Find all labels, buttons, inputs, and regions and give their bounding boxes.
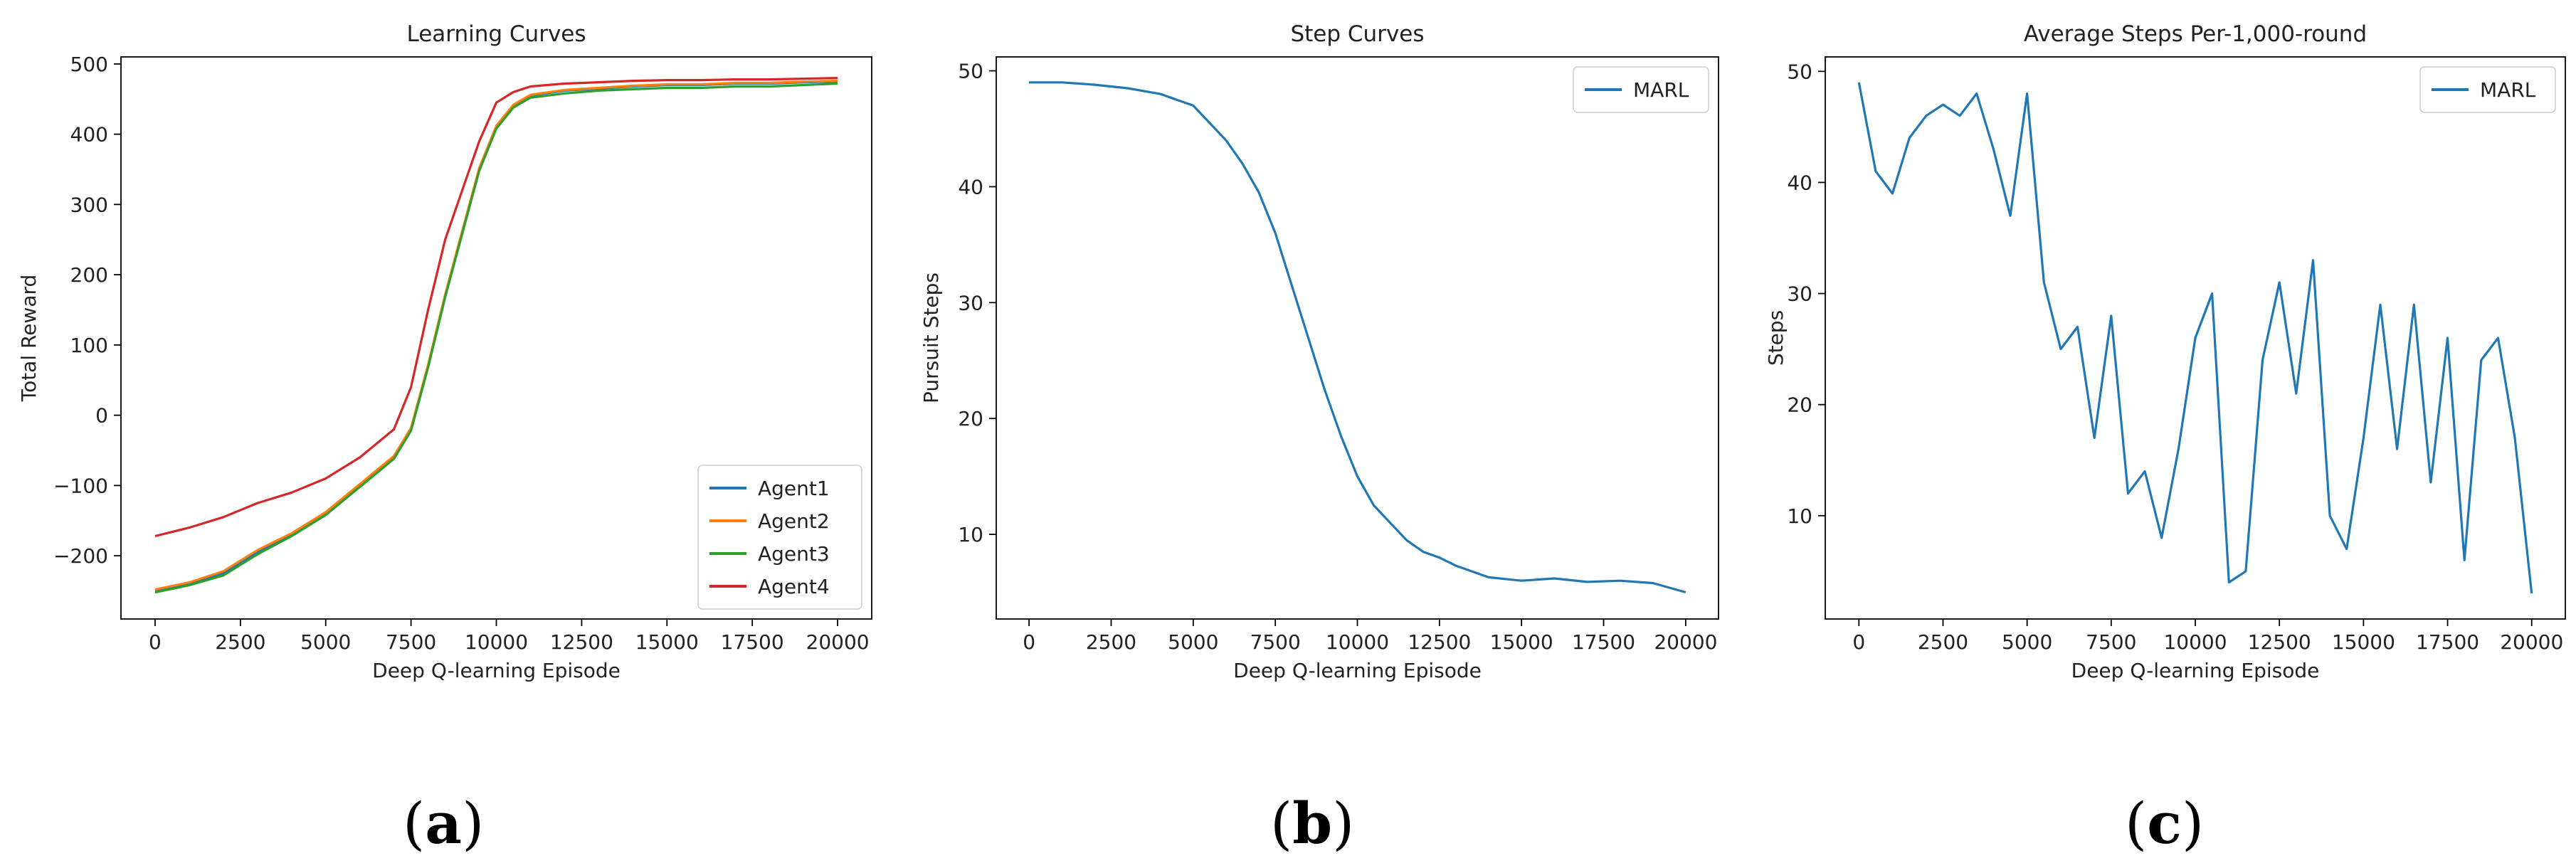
- y-tick-label: 300: [70, 193, 108, 216]
- chart-title: Step Curves: [1290, 21, 1424, 47]
- y-tick-label: 10: [958, 523, 983, 546]
- legend-label: MARL: [1633, 78, 1689, 102]
- x-tick-label: 20000: [2500, 630, 2563, 654]
- x-tick-label: 17500: [1572, 630, 1635, 654]
- x-tick-label: 0: [149, 630, 162, 654]
- x-axis-label: Deep Q-learning Episode: [1233, 659, 1482, 682]
- y-tick-label: 50: [1787, 60, 1812, 83]
- legend-box: [697, 465, 862, 610]
- legend: MARL: [2419, 66, 2556, 113]
- x-tick-label: 2500: [1918, 630, 1968, 654]
- x-tick-label: 20000: [1654, 630, 1717, 654]
- legend: Agent1 Agent2 Agent3 Agent4: [697, 465, 862, 610]
- y-tick-label: 200: [70, 263, 108, 287]
- x-tick-label: 15000: [1490, 630, 1553, 654]
- panel-label-b: (b): [1270, 790, 1355, 857]
- legend-label: Agent3: [758, 542, 830, 566]
- legend-box: [1573, 66, 1709, 113]
- x-tick-label: 2500: [215, 630, 265, 654]
- y-tick-label: 40: [958, 175, 983, 199]
- y-tick-label: 30: [1787, 282, 1812, 306]
- y-tick-label: 40: [1787, 171, 1812, 194]
- y-axis-label: Total Reward: [17, 275, 41, 403]
- average-steps-panel: Average Steps Per-1,000-round 0 2500 5000 75…: [1729, 0, 2576, 868]
- x-tick-label: 2500: [1086, 630, 1136, 654]
- x-tick-label: 7500: [386, 630, 436, 654]
- y-tick-label: 400: [70, 123, 108, 147]
- y-tick-label: 100: [70, 334, 108, 357]
- series-line-marl: [1029, 81, 1686, 594]
- x-tick-label: 12500: [1408, 630, 1471, 654]
- x-tick-label: 7500: [1250, 630, 1301, 654]
- x-axis-label: Deep Q-learning Episode: [2071, 659, 2320, 682]
- x-tick-label: 15000: [2332, 630, 2395, 654]
- x-axis-label: Deep Q-learning Episode: [372, 659, 621, 682]
- x-tick-label: 15000: [635, 630, 699, 654]
- x-tick-label: 7500: [2086, 630, 2136, 654]
- step-curves-panel: Step Curves 0 2500 5000 7500 10000 12500 15000 1…: [882, 0, 1729, 868]
- legend-label: Agent4: [758, 575, 830, 598]
- y-axis-label: Steps: [1764, 310, 1788, 366]
- learning-curves-panel: Learning Curves 0 2500 5000 7500 10000 12500 15…: [0, 0, 882, 868]
- y-tick-label: 500: [70, 53, 108, 76]
- x-tick-label: 5000: [2002, 630, 2052, 654]
- y-tick-label: −200: [53, 544, 108, 568]
- x-tick-label: 10000: [2163, 630, 2227, 654]
- x-tick-label: 12500: [2248, 630, 2311, 654]
- legend-label: MARL: [2480, 78, 2536, 102]
- y-tick-label: 0: [95, 404, 108, 428]
- x-tick-label: 20000: [806, 630, 870, 654]
- y-tick-label: −100: [53, 474, 108, 497]
- legend-label: Agent2: [758, 509, 830, 533]
- plot-frame: [996, 56, 1719, 620]
- average-steps-chart: Average Steps Per-1,000-round 0 2500 5000 75…: [1764, 21, 2566, 682]
- x-tick-label: 12500: [550, 630, 613, 654]
- legend-label: Agent1: [758, 477, 830, 500]
- x-tick-label: 17500: [721, 630, 784, 654]
- y-tick-label: 20: [1787, 393, 1812, 417]
- series-line-marl: [1857, 82, 2533, 594]
- x-tick-label: 0: [1852, 630, 1865, 654]
- series-line-agent3: [154, 82, 838, 594]
- chart-title: Learning Curves: [406, 21, 586, 47]
- x-tick-label: 5000: [300, 630, 351, 654]
- legend-box: [2419, 66, 2556, 113]
- step-curves-chart: Step Curves 0 2500 5000 7500 10000 12500 15000 1…: [919, 21, 1719, 682]
- y-tick-label: 10: [1787, 504, 1812, 528]
- panel-label-a: (a): [403, 790, 485, 857]
- x-tick-label: 17500: [2416, 630, 2479, 654]
- legend: MARL: [1573, 66, 1709, 113]
- x-tick-label: 5000: [1168, 630, 1218, 654]
- y-tick-label: 30: [958, 291, 983, 314]
- x-tick-label: 0: [1023, 630, 1035, 654]
- chart-title: Average Steps Per-1,000-round: [2024, 21, 2367, 47]
- y-tick-label: 20: [958, 407, 983, 430]
- y-axis-label: Pursuit Steps: [919, 272, 943, 403]
- x-tick-label: 10000: [465, 630, 528, 654]
- x-tick-label: 10000: [1326, 630, 1389, 654]
- series-line-agent4: [154, 77, 838, 538]
- panel-label-c: (c): [2125, 790, 2205, 857]
- y-tick-label: 50: [958, 60, 983, 83]
